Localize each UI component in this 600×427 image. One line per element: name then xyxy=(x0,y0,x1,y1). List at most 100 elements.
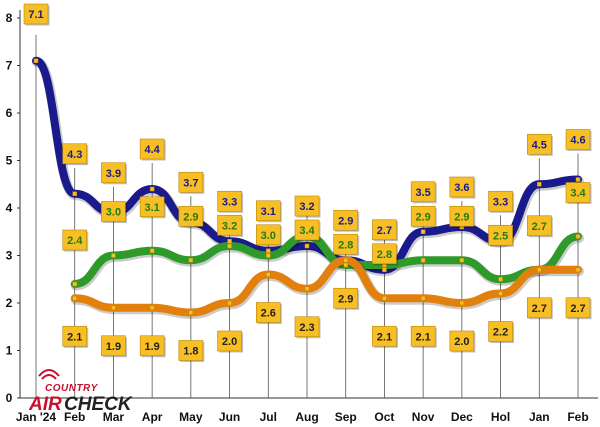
data-label-box xyxy=(217,330,242,352)
x-tick-label: Sep xyxy=(335,410,357,424)
x-tick-label: Jul xyxy=(260,410,277,424)
data-point-orange xyxy=(382,296,387,301)
series-points xyxy=(33,58,581,315)
x-tick-label: Jan xyxy=(529,410,550,424)
data-label-blue: 3.9 xyxy=(101,162,127,185)
data-point-orange xyxy=(111,305,116,310)
data-label-box xyxy=(139,196,165,218)
data-label-box xyxy=(488,224,513,246)
data-label-box xyxy=(526,215,552,237)
data-label-text: 4.5 xyxy=(532,139,547,151)
y-tick-label: 2 xyxy=(6,296,13,310)
data-label-text: 2.0 xyxy=(222,336,237,348)
data-label-box xyxy=(410,325,436,347)
x-tick-label: Mar xyxy=(103,410,125,424)
data-label-box xyxy=(372,219,397,241)
data-label-text: 3.6 xyxy=(454,182,469,194)
data-label-text: 2.7 xyxy=(570,303,585,315)
data-label-box xyxy=(449,330,475,352)
data-label-text: 3.4 xyxy=(570,188,586,200)
data-label-text: 3.0 xyxy=(106,207,121,219)
data-label-blue: 3.7 xyxy=(178,171,205,194)
data-point-blue xyxy=(382,267,387,272)
data-label-blue: 2.7 xyxy=(372,219,398,242)
data-label-box xyxy=(139,335,165,357)
data-label-blue: 3.6 xyxy=(449,176,476,199)
data-point-blue xyxy=(227,239,232,244)
logo-air-text: AIR xyxy=(28,394,62,415)
data-label-blue: 3.5 xyxy=(410,181,437,204)
data-label-box xyxy=(139,138,165,160)
data-label-box xyxy=(101,162,126,184)
data-label-green: 2.5 xyxy=(488,224,515,247)
data-label-box xyxy=(333,233,359,255)
data-label-text: 2.2 xyxy=(493,327,508,339)
data-label-blue: 2.9 xyxy=(333,209,360,232)
data-label-green: 2.9 xyxy=(178,205,205,228)
data-labels: 7.1 4.3 3.9 4.4 3.7 3.3 3.1 3.2 2.9 2.7 3.5 3.6 3.3 4… xyxy=(23,3,592,362)
data-point-green xyxy=(149,248,155,253)
data-point-blue xyxy=(72,191,77,196)
data-label-box xyxy=(23,3,49,25)
data-label-box xyxy=(178,340,204,361)
data-point-orange xyxy=(72,296,77,301)
data-label-green: 2.8 xyxy=(333,233,360,256)
data-point-orange xyxy=(227,300,232,306)
data-label-blue: 4.6 xyxy=(565,129,592,151)
data-label-blue: 4.4 xyxy=(139,138,166,161)
series-line-orange xyxy=(70,256,582,317)
data-label-green: 3.1 xyxy=(139,196,166,219)
y-tick-label: 5 xyxy=(6,154,13,168)
data-point-orange xyxy=(266,272,271,277)
data-point-green xyxy=(459,258,465,263)
data-label-box xyxy=(526,297,552,319)
data-label-green: 2.8 xyxy=(372,243,398,266)
data-label-text: 2.6 xyxy=(261,308,276,320)
data-point-blue xyxy=(149,186,155,192)
data-point-green xyxy=(227,243,232,249)
data-label-orange: 2.0 xyxy=(449,330,476,353)
x-tick-label: Dec xyxy=(451,410,473,424)
data-point-green xyxy=(498,277,503,282)
logo-speaker-icon xyxy=(38,369,60,380)
data-label-text: 2.9 xyxy=(415,211,430,223)
data-label-green: 2.9 xyxy=(410,205,437,228)
data-label-text: 2.3 xyxy=(299,322,314,334)
data-label-box xyxy=(62,229,88,251)
data-label-box xyxy=(255,200,281,222)
data-label-box xyxy=(449,205,475,227)
data-label-box xyxy=(372,243,397,265)
data-label-orange: 2.3 xyxy=(294,316,321,339)
data-label-green: 3.0 xyxy=(101,201,127,223)
data-label-box xyxy=(410,181,436,203)
x-tick-label: Jan '24 xyxy=(16,410,57,424)
data-label-box xyxy=(217,190,242,212)
data-label-box xyxy=(565,297,591,319)
logo-country-text: COUNTRY xyxy=(45,383,99,394)
data-label-orange: 1.9 xyxy=(101,335,127,358)
data-label-text: 3.3 xyxy=(493,196,508,208)
data-label-text: 3.2 xyxy=(299,201,314,213)
data-label-text: 3.2 xyxy=(222,220,237,232)
data-label-text: 3.7 xyxy=(183,177,198,189)
data-label-text: 7.1 xyxy=(28,9,43,21)
data-label-orange: 2.0 xyxy=(217,330,244,353)
data-label-blue: 3.2 xyxy=(294,195,321,218)
data-label-text: 2.1 xyxy=(67,331,82,343)
data-label-text: 3.1 xyxy=(144,202,159,214)
data-label-blue: 3.3 xyxy=(488,190,515,213)
x-tick-label: Aug xyxy=(295,410,318,424)
data-label-text: 2.1 xyxy=(415,331,430,343)
data-label-box xyxy=(62,325,88,347)
data-point-orange xyxy=(420,296,426,301)
data-label-orange: 2.2 xyxy=(488,321,515,343)
data-label-blue: 4.5 xyxy=(526,133,553,156)
data-label-text: 2.9 xyxy=(183,211,198,223)
y-tick-label: 8 xyxy=(6,11,13,25)
data-label-orange: 2.1 xyxy=(62,325,89,348)
x-tick-label: Apr xyxy=(142,410,163,424)
data-label-orange: 2.7 xyxy=(526,297,553,320)
data-label-text: 1.9 xyxy=(144,341,159,353)
data-point-green xyxy=(72,281,77,287)
